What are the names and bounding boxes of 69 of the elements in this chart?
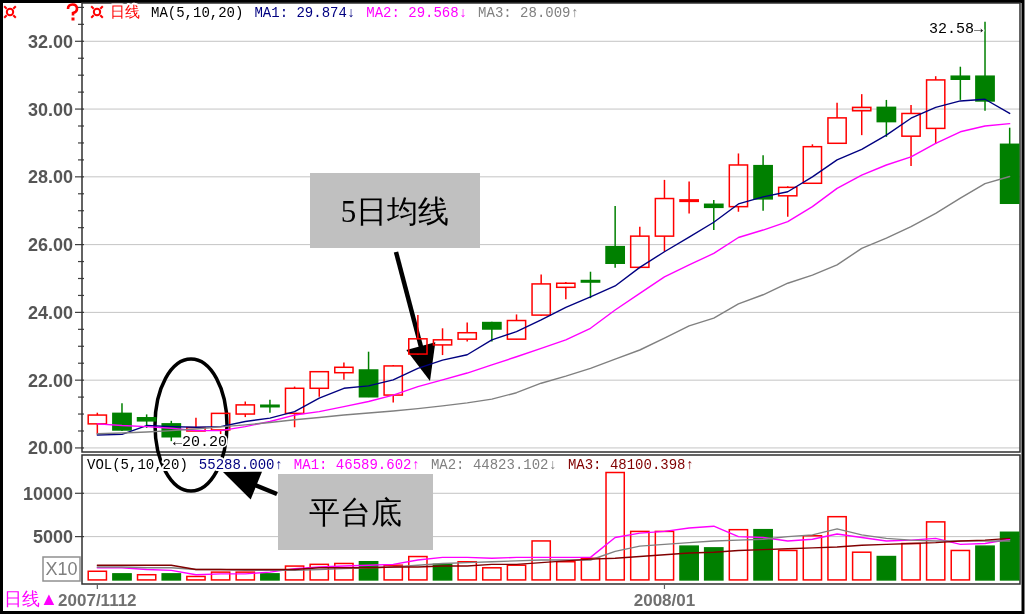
bar <box>777 549 798 581</box>
y-tick-label: 5000 <box>32 527 73 548</box>
text: MA2: 44823.102↓ <box>430 457 557 473</box>
y-tick-label: 22.00 <box>27 370 73 391</box>
candlestick <box>605 205 626 269</box>
bar <box>309 563 330 581</box>
annotation: 5日均线 <box>340 193 450 229</box>
bar <box>457 560 478 581</box>
bar <box>679 545 699 581</box>
y-tick-label: 30.00 <box>27 99 73 120</box>
line-series <box>96 537 1011 571</box>
bar <box>950 549 971 581</box>
bar <box>703 547 724 581</box>
bar <box>876 555 897 581</box>
y-tick-label: 32.00 <box>27 31 73 52</box>
text: 日线▲ <box>4 589 58 609</box>
bar <box>925 521 946 581</box>
legend-title: MA(5,10,20) <box>151 5 244 21</box>
candlestick <box>457 321 478 343</box>
bar <box>186 575 206 581</box>
bar <box>506 564 527 581</box>
candlestick <box>901 104 921 167</box>
bar <box>260 573 280 581</box>
bar <box>112 573 132 581</box>
annotation: 平台底 <box>309 495 402 530</box>
bar <box>531 540 552 581</box>
candlestick <box>753 154 773 212</box>
bar <box>580 557 601 581</box>
candlestick <box>334 361 354 381</box>
bar <box>161 573 182 581</box>
x-tick-label: 2007/1112 <box>58 591 137 610</box>
bar <box>284 565 305 581</box>
bar <box>827 515 847 581</box>
candlestick <box>703 199 724 231</box>
text: MA3: 48100.398↑ <box>567 457 694 473</box>
bar <box>555 560 576 581</box>
bar <box>334 562 354 581</box>
y-tick-label: 28.00 <box>27 167 73 188</box>
candlestick <box>777 186 798 218</box>
bar <box>210 571 231 581</box>
chart-title: 日线 <box>110 3 140 20</box>
candlestick <box>260 399 280 414</box>
text: MA3: 28.009↑ <box>478 5 579 21</box>
bar <box>629 530 650 581</box>
bar <box>753 528 773 581</box>
annotation: 32.58→ <box>928 21 983 38</box>
bar <box>87 570 108 581</box>
bar <box>605 471 626 581</box>
text: MA1: 46589.602↑ <box>293 457 420 473</box>
y-axis-title: X10 <box>45 559 78 579</box>
x-tick-label: 2008/01 <box>633 591 696 610</box>
bar <box>235 571 256 581</box>
bar <box>999 531 1020 581</box>
y-tick-label: 20.00 <box>27 438 73 459</box>
bar <box>851 551 872 581</box>
bar <box>136 573 157 581</box>
candlestick <box>679 180 699 215</box>
bar <box>408 555 428 581</box>
text: MA2: 29.568↓ <box>366 5 468 21</box>
y-tick-label: 26.00 <box>27 235 73 256</box>
text: MA1: 29.874↓ <box>254 5 356 21</box>
bar <box>481 567 502 581</box>
bar <box>728 528 749 581</box>
y-tick-label: 24.00 <box>27 302 73 323</box>
bar <box>654 530 675 581</box>
y-tick-label: 10000 <box>22 483 73 504</box>
bar <box>975 545 995 581</box>
bar <box>383 564 404 581</box>
bar <box>802 534 823 581</box>
